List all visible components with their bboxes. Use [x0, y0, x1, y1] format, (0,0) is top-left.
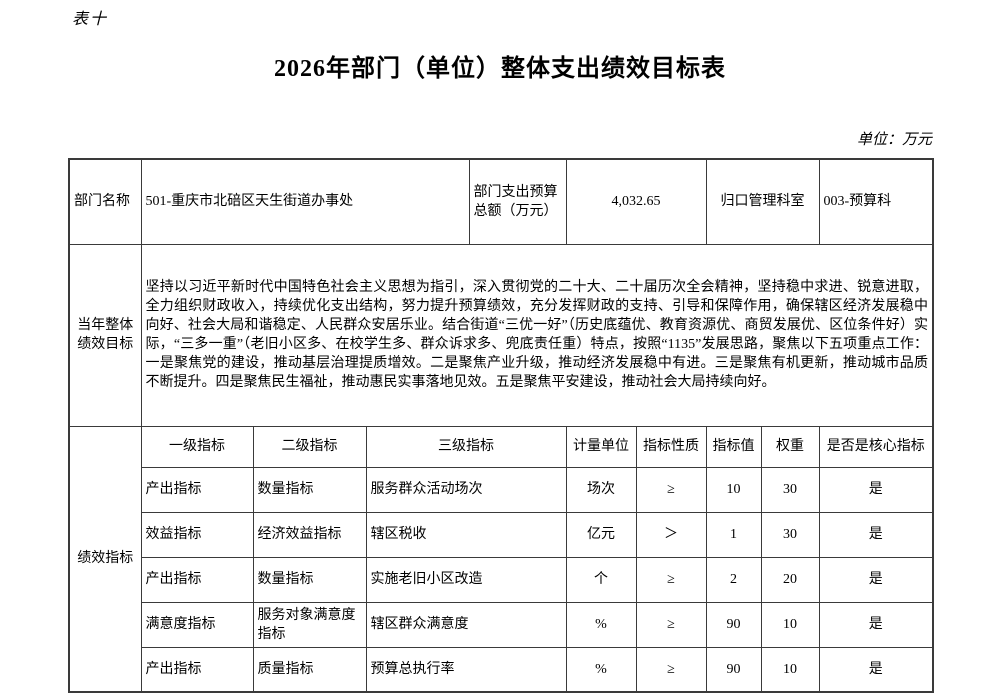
- header-level2: 二级指标: [252, 425, 367, 468]
- cell-level1: 产出指标: [140, 646, 254, 693]
- cell-unit: 个: [565, 556, 637, 603]
- budget-total-value: 4,032.65: [565, 158, 707, 245]
- cell-value: 10: [705, 466, 762, 513]
- managing-office-label: 归口管理科室: [705, 158, 820, 245]
- cell-level3: 辖区群众满意度: [365, 601, 567, 648]
- cell-level3: 辖区税收: [365, 511, 567, 558]
- cell-nature: ≥: [635, 466, 707, 513]
- cell-level3: 实施老旧小区改造: [365, 556, 567, 603]
- indicator-row: 产出指标 质量指标 预算总执行率 % ≥ 90 10 是: [69, 646, 934, 693]
- cell-value: 90: [705, 601, 762, 648]
- cell-level3: 预算总执行率: [365, 646, 567, 693]
- cell-level2: 质量指标: [252, 646, 367, 693]
- budget-total-label: 部门支出预算总额（万元）: [468, 158, 567, 245]
- cell-nature: ≥: [635, 601, 707, 648]
- cell-level1: 产出指标: [140, 466, 254, 513]
- goal-row: 当年整体绩效目标 坚持以习近平新时代中国特色社会主义思想为指引，深入贯彻党的二十…: [68, 243, 934, 427]
- cell-value: 1: [705, 511, 762, 558]
- cell-weight: 20: [760, 556, 820, 603]
- cell-unit: %: [565, 646, 637, 693]
- info-row: 部门名称 501-重庆市北碚区天生街道办事处 部门支出预算总额（万元） 4,03…: [68, 158, 934, 245]
- cell-core: 是: [818, 646, 934, 693]
- cell-nature: ≥: [635, 646, 707, 693]
- cell-level1: 产出指标: [140, 556, 254, 603]
- cell-value: 90: [705, 646, 762, 693]
- cell-value: 2: [705, 556, 762, 603]
- cell-weight: 10: [760, 601, 820, 648]
- cell-level1: 满意度指标: [140, 601, 254, 648]
- indicators-section-label: 绩效指标: [68, 425, 142, 693]
- header-nature: 指标性质: [635, 425, 707, 468]
- managing-office-value: 003-预算科: [818, 158, 934, 245]
- goal-text: 坚持以习近平新时代中国特色社会主义思想为指引，深入贯彻党的二十大、二十届历次全会…: [140, 243, 934, 427]
- cell-weight: 30: [760, 466, 820, 513]
- cell-unit: 亿元: [565, 511, 637, 558]
- page-title: 2026年部门（单位）整体支出绩效目标表: [274, 56, 726, 82]
- cell-unit: 场次: [565, 466, 637, 513]
- cell-level3: 服务群众活动场次: [365, 466, 567, 513]
- indicator-row: 满意度指标 服务对象满意度指标 辖区群众满意度 % ≥ 90 10 是: [69, 601, 934, 648]
- cell-nature: ＞: [635, 511, 707, 558]
- cell-core: 是: [818, 466, 934, 513]
- header-level1: 一级指标: [140, 425, 254, 468]
- cell-core: 是: [818, 601, 934, 648]
- cell-core: 是: [818, 511, 934, 558]
- form-tag: 表十: [72, 11, 109, 28]
- performance-target-table: 部门名称 501-重庆市北碚区天生街道办事处 部门支出预算总额（万元） 4,03…: [68, 158, 935, 693]
- indicator-row: 效益指标 经济效益指标 辖区税收 亿元 ＞ 1 30 是: [69, 511, 934, 558]
- cell-unit: %: [565, 601, 637, 648]
- cell-weight: 30: [760, 511, 820, 558]
- dept-name-value: 501-重庆市北碚区天生街道办事处: [140, 158, 470, 245]
- indicator-row: 产出指标 数量指标 服务群众活动场次 场次 ≥ 10 30 是: [69, 466, 934, 513]
- header-weight: 权重: [760, 425, 820, 468]
- header-unit: 计量单位: [565, 425, 637, 468]
- goal-label: 当年整体绩效目标: [68, 243, 142, 427]
- cell-level2: 服务对象满意度指标: [252, 601, 367, 648]
- cell-level1: 效益指标: [140, 511, 254, 558]
- cell-level2: 经济效益指标: [252, 511, 367, 558]
- cell-core: 是: [818, 556, 934, 603]
- indicator-row: 产出指标 数量指标 实施老旧小区改造 个 ≥ 2 20 是: [69, 556, 934, 603]
- unit-note: 单位：万元: [856, 132, 932, 148]
- header-level3: 三级指标: [365, 425, 567, 468]
- header-value: 指标值: [705, 425, 762, 468]
- cell-nature: ≥: [635, 556, 707, 603]
- dept-name-label: 部门名称: [68, 158, 142, 245]
- cell-level2: 数量指标: [252, 466, 367, 513]
- cell-level2: 数量指标: [252, 556, 367, 603]
- header-core: 是否是核心指标: [818, 425, 934, 468]
- indicator-header-row: 绩效指标 一级指标 二级指标 三级指标 计量单位 指标性质 指标值 权重 是否是…: [68, 425, 934, 693]
- cell-weight: 10: [760, 646, 820, 693]
